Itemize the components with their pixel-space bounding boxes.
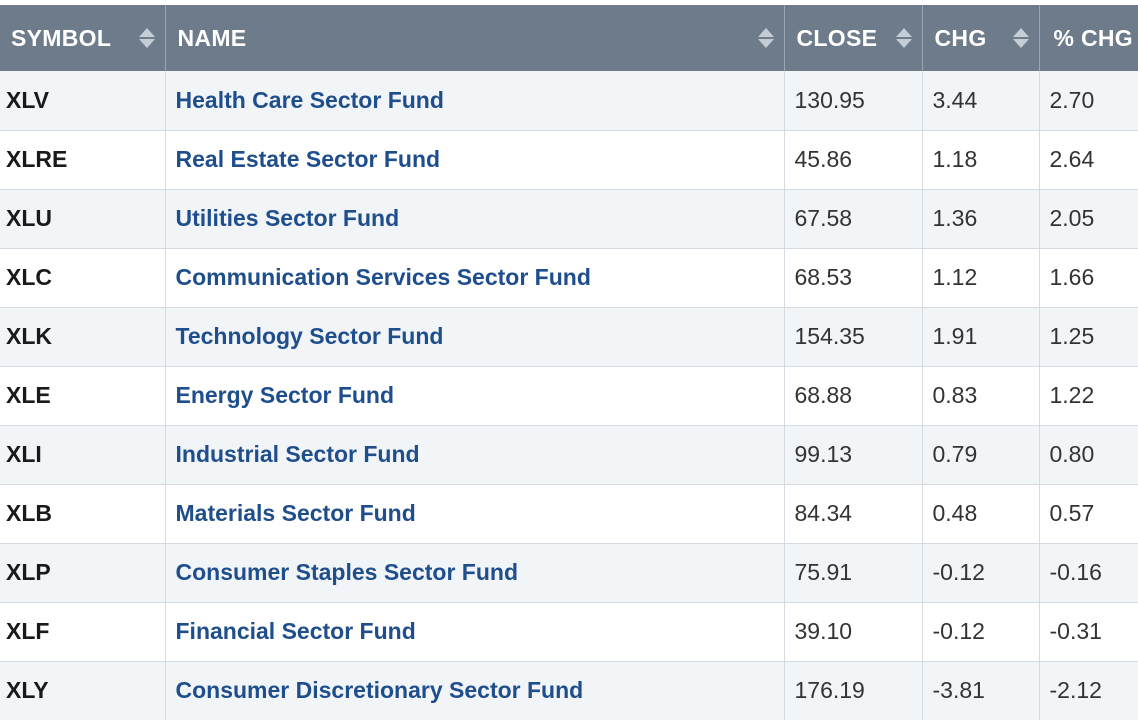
symbol-cell: XLE (0, 366, 166, 426)
pct-chg-cell: 2.70 (1039, 71, 1138, 131)
pct-chg-cell: 0.57 (1039, 484, 1138, 544)
symbol-cell: XLB (0, 484, 166, 544)
chg-cell: -0.12 (922, 602, 1040, 662)
column-header-pct-chg-label: % CHG (1053, 24, 1133, 51)
fund-name-link[interactable]: Technology Sector Fund (175, 323, 444, 349)
pct-chg-cell: 1.22 (1039, 366, 1138, 426)
table-row: XLY Consumer Discretionary Sector Fund 1… (0, 661, 1138, 720)
close-cell: 99.13 (784, 425, 923, 485)
pct-chg-cell: -0.16 (1039, 543, 1138, 603)
chg-cell: 1.18 (922, 130, 1040, 190)
table-row: XLRE Real Estate Sector Fund 45.86 1.18 … (0, 130, 1138, 190)
column-header-chg[interactable]: CHG (922, 5, 1040, 71)
table-row: XLC Communication Services Sector Fund 6… (0, 248, 1138, 308)
name-cell: Utilities Sector Fund (165, 189, 785, 249)
name-cell: Real Estate Sector Fund (165, 130, 785, 190)
close-cell: 68.53 (784, 248, 923, 308)
table-row: XLP Consumer Staples Sector Fund 75.91 -… (0, 543, 1138, 603)
fund-name-link[interactable]: Consumer Discretionary Sector Fund (175, 677, 584, 704)
chg-cell: -0.12 (922, 543, 1040, 603)
sort-arrows-icon[interactable] (1012, 27, 1029, 49)
pct-chg-cell: -0.31 (1039, 602, 1138, 662)
symbol-cell: XLI (0, 425, 166, 485)
pct-chg-cell: 0.80 (1039, 425, 1138, 485)
table-row: XLK Technology Sector Fund 154.35 1.91 1… (0, 307, 1138, 367)
table-row: XLE Energy Sector Fund 68.88 0.83 1.22 (0, 366, 1138, 426)
symbol-cell: XLY (0, 661, 166, 720)
chg-cell: 1.12 (922, 248, 1040, 308)
close-cell: 176.19 (784, 661, 923, 720)
table-row: XLI Industrial Sector Fund 99.13 0.79 0.… (0, 425, 1138, 485)
close-cell: 39.10 (784, 602, 923, 662)
chg-cell: 1.36 (922, 189, 1040, 249)
name-cell: Technology Sector Fund (165, 307, 785, 367)
pct-chg-cell: 2.05 (1039, 189, 1138, 249)
table-header: SYMBOL NAME CLOSE CHG % CHG (0, 5, 1138, 71)
sort-arrows-icon[interactable] (138, 27, 155, 49)
symbol-cell: XLK (0, 307, 166, 367)
close-cell: 45.86 (784, 130, 923, 190)
pct-chg-cell: -2.12 (1049, 677, 1102, 704)
pct-chg-cell: 2.64 (1039, 130, 1138, 190)
column-header-close-label: CLOSE (796, 24, 878, 51)
fund-name-link[interactable]: Consumer Staples Sector Fund (175, 559, 519, 585)
column-header-chg-label: CHG (934, 24, 987, 51)
column-header-name-label: NAME (177, 24, 247, 51)
name-cell: Health Care Sector Fund (165, 71, 785, 131)
close-cell: 154.35 (784, 307, 923, 367)
sector-fund-table: SYMBOL NAME CLOSE CHG % CHG XLV (0, 5, 1138, 720)
sort-arrows-icon[interactable] (895, 27, 912, 49)
chg-cell: 0.48 (922, 484, 1040, 544)
name-cell: Industrial Sector Fund (165, 425, 785, 485)
symbol-cell: XLF (0, 602, 166, 662)
fund-name-link[interactable]: Health Care Sector Fund (175, 86, 444, 113)
sort-arrows-icon[interactable] (757, 27, 774, 49)
header-row: SYMBOL NAME CLOSE CHG % CHG (0, 5, 1138, 71)
chg-cell: 1.91 (922, 307, 1040, 367)
fund-name-link[interactable]: Utilities Sector Fund (175, 205, 400, 231)
pct-chg-cell: 1.25 (1039, 307, 1138, 367)
fund-name-link[interactable]: Financial Sector Fund (175, 618, 416, 644)
symbol-cell: XLC (0, 248, 166, 308)
close-cell: 75.91 (784, 543, 923, 603)
name-cell: Energy Sector Fund (165, 366, 785, 426)
chg-cell: -3.81 (922, 661, 1040, 720)
name-cell: Financial Sector Fund (165, 602, 785, 662)
column-header-pct-chg[interactable]: % CHG (1039, 5, 1138, 71)
column-header-symbol[interactable]: SYMBOL (0, 5, 166, 71)
name-cell: Consumer Discretionary Sector Fund (165, 661, 785, 720)
name-cell: Communication Services Sector Fund (165, 248, 785, 308)
name-cell: Materials Sector Fund (165, 484, 785, 544)
symbol-cell: XLP (0, 543, 166, 603)
chg-cell: 0.79 (922, 425, 1040, 485)
symbol-cell: XLRE (0, 130, 166, 190)
table-body: XLV Health Care Sector Fund 130.95 3.44 … (0, 71, 1138, 720)
fund-name-link[interactable]: Materials Sector Fund (175, 500, 416, 526)
close-cell: 130.95 (784, 71, 923, 131)
fund-name-link[interactable]: Energy Sector Fund (175, 382, 395, 408)
fund-name-link[interactable]: Communication Services Sector Fund (175, 264, 591, 290)
column-header-name[interactable]: NAME (165, 5, 785, 71)
table-row: XLB Materials Sector Fund 84.34 0.48 0.5… (0, 484, 1138, 544)
close-cell: 84.34 (784, 484, 923, 544)
symbol-cell: XLU (0, 189, 166, 249)
close-cell: 67.58 (784, 189, 923, 249)
fund-name-link[interactable]: Industrial Sector Fund (175, 441, 420, 467)
fund-name-link[interactable]: Real Estate Sector Fund (175, 146, 441, 172)
close-cell: 68.88 (784, 366, 923, 426)
table-row: XLV Health Care Sector Fund 130.95 3.44 … (0, 71, 1138, 131)
column-header-symbol-label: SYMBOL (11, 24, 112, 51)
pct-chg-cell: 1.66 (1039, 248, 1138, 308)
chg-cell: 0.83 (922, 366, 1040, 426)
column-header-close[interactable]: CLOSE (784, 5, 923, 71)
table-row: XLU Utilities Sector Fund 67.58 1.36 2.0… (0, 189, 1138, 249)
chg-cell: 3.44 (922, 71, 1040, 131)
symbol-cell: XLV (0, 71, 166, 131)
name-cell: Consumer Staples Sector Fund (165, 543, 785, 603)
table-row: XLF Financial Sector Fund 39.10 -0.12 -0… (0, 602, 1138, 662)
